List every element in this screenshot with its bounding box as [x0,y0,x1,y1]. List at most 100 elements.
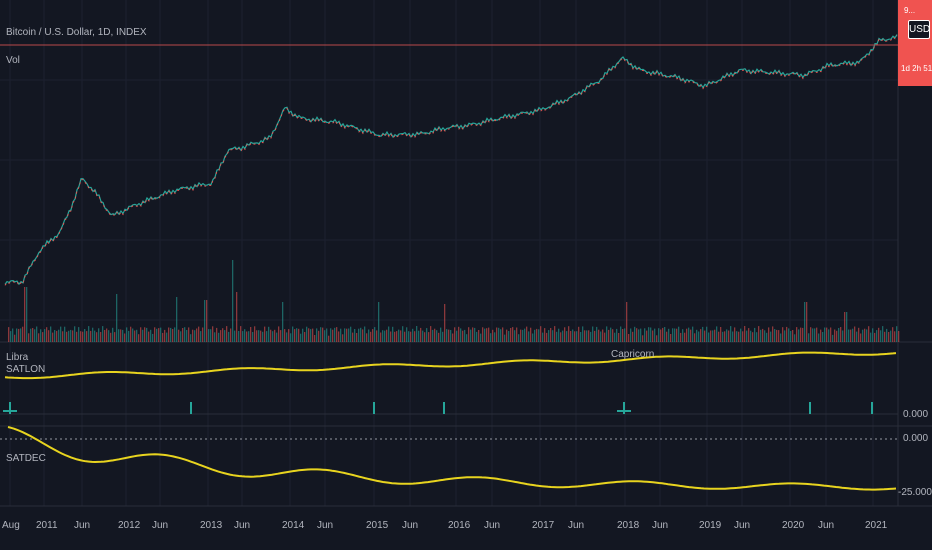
volume-bar [350,326,352,342]
volume-bar [828,329,830,342]
volume-bar [246,331,248,342]
volume-bar [830,327,832,342]
zodiac-marker-label: Capricorn [611,349,655,360]
volume-bar [604,332,606,342]
volume-bar [160,327,162,342]
volume-bar [730,326,732,342]
volume-bar [424,332,426,342]
volume-bar [866,329,868,342]
volume-bar [540,326,542,342]
volume-bar [338,331,340,342]
satlon-legend[interactable]: SATLON [6,364,46,375]
volume-bar [240,326,242,342]
volume-bar [590,331,592,342]
volume-bar [274,329,276,342]
volume-bar [82,331,84,342]
volume-bar [256,330,258,342]
volume-bar [476,331,478,342]
volume-bar [354,329,356,342]
volume-bar [624,328,626,342]
volume-bar [242,331,244,342]
volume-bar [90,330,92,342]
satlon-label-top: Libra [6,352,29,363]
volume-bar [432,329,434,342]
volume-bar [122,329,124,342]
volume-bar [602,329,604,342]
satdec-legend[interactable]: SATDEC [6,453,46,464]
volume-bar [616,328,618,342]
time-axis-tick: Jun [818,520,835,531]
symbol-title[interactable]: Bitcoin / U.S. Dollar, 1D, INDEX [6,27,147,38]
volume-bar [778,330,780,342]
volume-bar [378,302,380,342]
volume-bar [714,329,716,342]
time-axis-tick: Jun [234,520,251,531]
volume-bar [704,330,706,342]
volume-bar [890,330,892,342]
volume-bar [460,328,462,342]
volume-bar [484,328,486,342]
volume-bar [168,327,170,342]
volume-bar [108,330,110,342]
volume-bar [356,333,358,342]
volume-bar [676,328,678,342]
volume-bar [12,328,14,342]
time-axis-tick: 2017 [532,520,555,531]
volume-legend[interactable]: Vol [6,55,20,66]
volume-bar [64,326,66,342]
volume-bar [652,330,654,342]
volume-bar [876,330,878,342]
volume-bar [394,331,396,342]
volume-bar [688,327,690,342]
time-axis-tick: Aug [2,520,20,531]
volume-bar [896,326,898,342]
volume-bar [318,330,320,342]
volume-bar [544,328,546,342]
volume-bar [554,326,556,342]
volume-bar [894,331,896,342]
volume-bar [310,329,312,342]
volume-bar [698,331,700,342]
volume-bar [180,331,182,342]
volume-bar [646,330,648,342]
volume-bar [658,328,660,342]
volume-bar [198,326,200,342]
volume-bar [140,327,142,342]
volume-bar [174,327,176,342]
volume-bar [46,327,48,342]
volume-bar [790,331,792,342]
volume-bar [762,328,764,342]
volume-bar [816,327,818,342]
volume-bar [700,329,702,342]
volume-bar [32,328,34,342]
volume-bar [322,327,324,342]
volume-bar [332,329,334,342]
volume-bar [846,312,848,342]
volume-bar [766,332,768,342]
time-axis-tick: Jun [402,520,419,531]
volume-bar [600,331,602,342]
volume-bar [184,327,186,342]
volume-bar [872,328,874,342]
volume-bar [706,326,708,342]
volume-bar [528,331,530,342]
volume-bar [724,331,726,342]
volume-bar [610,327,612,342]
volume-bar [650,327,652,342]
volume-bar [320,327,322,342]
volume-bar [190,334,192,342]
volume-bar [74,326,76,342]
volume-bar [628,334,630,342]
satdec-axis-bottom: -25.000 [898,487,932,498]
volume-bar [572,329,574,342]
volume-bar [96,332,98,342]
volume-bar [580,332,582,342]
volume-bar [248,331,250,342]
volume-bar [98,328,100,342]
volume-bar [58,329,60,342]
satdec-axis-top: 0.000 [903,433,929,444]
volume-bar [732,331,734,342]
currency-button[interactable]: USD [908,20,930,39]
volume-bar [166,332,168,342]
